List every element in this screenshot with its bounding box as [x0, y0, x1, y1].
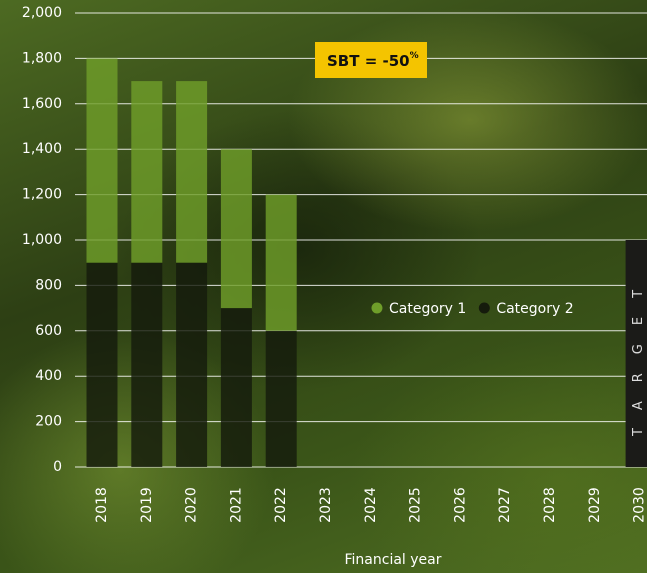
- bar-segment: [87, 58, 118, 262]
- x-tick-label: 2018: [94, 487, 110, 523]
- bar-segment: [131, 263, 162, 467]
- y-tick-label: 0: [53, 459, 62, 475]
- annotation-text: SBT = -50: [327, 52, 410, 70]
- bar-segment: [266, 195, 297, 331]
- bar-segment: [221, 149, 252, 308]
- x-tick-label: 2022: [273, 487, 289, 523]
- bar-segment: [176, 81, 207, 263]
- y-tick-label: 600: [35, 323, 62, 339]
- x-tick-label: 2023: [318, 487, 334, 523]
- y-tick-label: 800: [35, 277, 62, 293]
- bar-segment: [176, 263, 207, 467]
- bar-segment: [266, 331, 297, 467]
- legend-swatch: [372, 303, 383, 314]
- annotation: SBT = -50%: [327, 51, 419, 70]
- x-tick-label: 2027: [497, 487, 513, 523]
- x-tick-label: 2019: [139, 487, 155, 523]
- legend-swatch: [479, 303, 490, 314]
- chart: Financial year 0 200 400 600 800 1,000 1,200 1,…: [0, 0, 647, 573]
- x-axis-title: Financial year: [345, 552, 442, 568]
- x-tick-label: 2029: [587, 487, 603, 523]
- y-tick-label: 1,200: [22, 187, 62, 203]
- y-tick-label: 1,000: [22, 232, 62, 248]
- y-tick-label: 400: [35, 368, 62, 384]
- legend-label: Category 1: [389, 301, 466, 317]
- y-tick-label: 1,400: [22, 141, 62, 157]
- bar-segment: [131, 81, 162, 263]
- target-label: TARGET: [631, 271, 646, 437]
- bar-segment: [87, 263, 118, 467]
- legend-label: Category 2: [496, 301, 573, 317]
- y-tick-label: 2,000: [22, 5, 62, 21]
- x-tick-label: 2026: [452, 487, 468, 523]
- y-tick-label: 1,800: [22, 50, 62, 66]
- x-tick-label: 2021: [228, 487, 244, 523]
- annotation-sup: %: [410, 51, 419, 61]
- x-tick-label: 2020: [184, 487, 200, 523]
- y-tick-label: 200: [35, 414, 62, 430]
- y-tick-label: 1,600: [22, 96, 62, 112]
- chart-container: Financial year 0 200 400 600 800 1,000 1,200 1,…: [0, 0, 647, 573]
- x-tick-label: 2030: [632, 487, 647, 523]
- x-tick-label: 2024: [363, 487, 379, 523]
- x-tick-label: 2025: [408, 487, 424, 523]
- x-tick-label: 2028: [542, 487, 558, 523]
- bar-segment: [221, 308, 252, 467]
